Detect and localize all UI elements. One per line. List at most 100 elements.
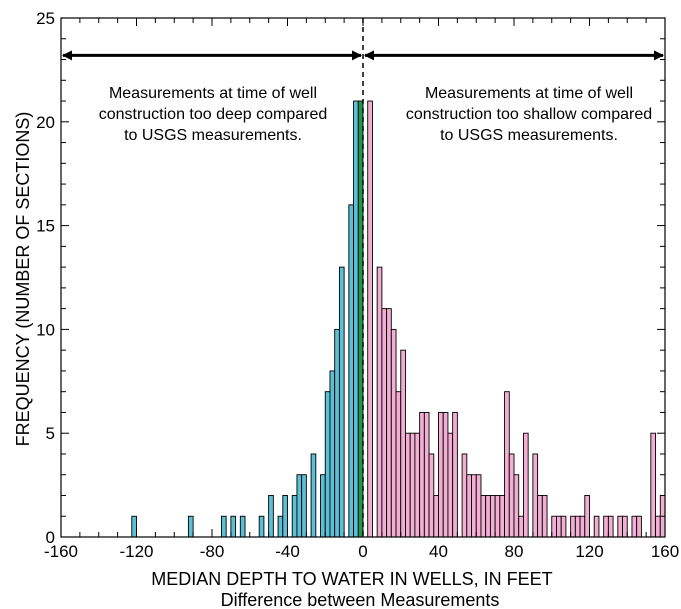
bar-series1-13 xyxy=(310,453,317,538)
bar-series3-21 xyxy=(471,474,477,538)
bar-series1-17 xyxy=(334,328,340,538)
bar-series3-39 xyxy=(570,515,576,538)
bar-series3-32 xyxy=(522,432,529,538)
bar-series3-45 xyxy=(607,515,614,538)
bar-series3-44 xyxy=(603,515,609,538)
bar-series3-40 xyxy=(574,515,581,538)
bar-series3-24 xyxy=(485,495,491,538)
bar-series3-35 xyxy=(541,495,548,538)
y-axis-title: FREQUENCY (NUMBER OF SECTIONS) xyxy=(13,112,33,447)
bar-series3-5 xyxy=(390,328,397,538)
bar-series3-43 xyxy=(593,515,600,538)
bar-series3-47 xyxy=(622,515,628,538)
plot-frame xyxy=(60,17,666,538)
bar-series3-48 xyxy=(631,515,638,538)
annotation-right: Measurements at time of well constructio… xyxy=(406,85,652,144)
x-tick-label: 0 xyxy=(358,542,367,561)
bar-series3-25 xyxy=(489,495,496,538)
x-tick-label: -120 xyxy=(119,542,153,561)
bars-layer xyxy=(131,100,666,538)
bar-series1-7 xyxy=(268,495,274,538)
bar-series1-10 xyxy=(291,495,298,538)
y-tick-label: 20 xyxy=(36,113,55,132)
y-tick-label: 25 xyxy=(36,9,55,28)
bar-series3-49 xyxy=(636,515,642,538)
x-tick-label: -40 xyxy=(275,542,300,561)
bar-series3-13 xyxy=(428,453,435,538)
bar-series3-15 xyxy=(438,411,444,538)
bar-series1-5 xyxy=(239,515,246,538)
annotation-right-line-2: construction too shallow compared xyxy=(406,106,652,123)
bar-series3-14 xyxy=(433,495,439,538)
bar-series3-19 xyxy=(461,453,468,538)
bar-series3-3 xyxy=(381,308,388,538)
bar-series3-51 xyxy=(655,515,661,538)
bar-series3-23 xyxy=(480,495,487,538)
bar-series3-42 xyxy=(584,495,590,538)
bar-series3-41 xyxy=(579,515,586,538)
bar-series3-29 xyxy=(508,453,515,538)
bar-series1-4 xyxy=(230,515,237,538)
bar-series3-6 xyxy=(395,391,402,538)
annotation-left-line-2: construction too deep compared xyxy=(99,106,328,123)
x-tick-label: 120 xyxy=(575,542,603,561)
bar-series1-12 xyxy=(301,474,307,538)
x-tick-label: 40 xyxy=(429,542,448,561)
bar-series1-14 xyxy=(320,474,326,538)
bar-series3-18 xyxy=(452,411,458,538)
bar-series3-33 xyxy=(532,453,539,538)
bar-series1-15 xyxy=(324,391,331,538)
bar-series3-50 xyxy=(650,432,657,538)
bar-series3-7 xyxy=(400,349,406,538)
bar-series3-10 xyxy=(414,432,421,538)
y-tick-label: 0 xyxy=(46,528,55,547)
bar-series3-2 xyxy=(376,266,383,538)
bar-series1-16 xyxy=(329,370,336,538)
bar-series3-20 xyxy=(466,474,472,538)
bar-series3-28 xyxy=(504,391,510,538)
annotation-left-line-3: to USGS measurements. xyxy=(124,127,302,144)
bar-series3-11 xyxy=(419,411,425,538)
bar-series3-1 xyxy=(367,100,373,538)
y-tick-label: 15 xyxy=(36,217,55,236)
x-tick-label: 80 xyxy=(505,542,524,561)
bar-series3-17 xyxy=(447,432,454,538)
tick-labels: -160 -120 -80 -40 0 40 80 120 160 0 5 10 15 20 25 xyxy=(36,9,679,561)
bar-series3-9 xyxy=(409,432,416,538)
annotation-left: Measurements at time of well constructio… xyxy=(99,85,328,144)
bar-series3-31 xyxy=(518,515,524,538)
bar-series1-9 xyxy=(282,495,288,538)
bar-series1-8 xyxy=(277,515,284,538)
bar-series3-26 xyxy=(494,495,501,538)
bar-series1-1 xyxy=(131,515,137,538)
bar-series1-18 xyxy=(338,266,345,538)
x-axis-title: MEDIAN DEPTH TO WATER IN WELLS, IN FEET xyxy=(151,569,552,589)
bar-series3-46 xyxy=(617,515,623,538)
bar-series3-36 xyxy=(551,515,557,538)
x-tick-label: -80 xyxy=(200,542,225,561)
bar-series3-30 xyxy=(513,474,520,538)
bar-series3-37 xyxy=(556,515,562,538)
annotation-left-line-1: Measurements at time of well xyxy=(109,85,317,102)
bar-series1-19 xyxy=(348,204,355,538)
annotation-right-line-1: Measurements at time of well xyxy=(425,85,633,102)
x-tick-label: -160 xyxy=(44,542,78,561)
x-tick-label: 160 xyxy=(651,542,679,561)
y-tick-label: 10 xyxy=(36,320,55,339)
bar-series3-12 xyxy=(423,411,430,538)
bar-series3-22 xyxy=(475,474,482,538)
bar-series3-38 xyxy=(560,515,567,538)
bar-series3-27 xyxy=(499,495,506,538)
bar-series1-2 xyxy=(187,515,194,538)
bar-series3-34 xyxy=(537,495,543,538)
bar-series3-4 xyxy=(386,308,392,538)
bar-series1-3 xyxy=(220,515,227,538)
bar-series3-8 xyxy=(405,432,411,538)
bar-series1-11 xyxy=(296,474,303,538)
bar-series1-20 xyxy=(353,100,359,538)
x-axis-subtitle: Difference between Measurements xyxy=(221,590,500,609)
bar-series3-16 xyxy=(442,411,449,538)
y-tick-label: 5 xyxy=(46,424,55,443)
bar-series1-6 xyxy=(258,515,265,538)
